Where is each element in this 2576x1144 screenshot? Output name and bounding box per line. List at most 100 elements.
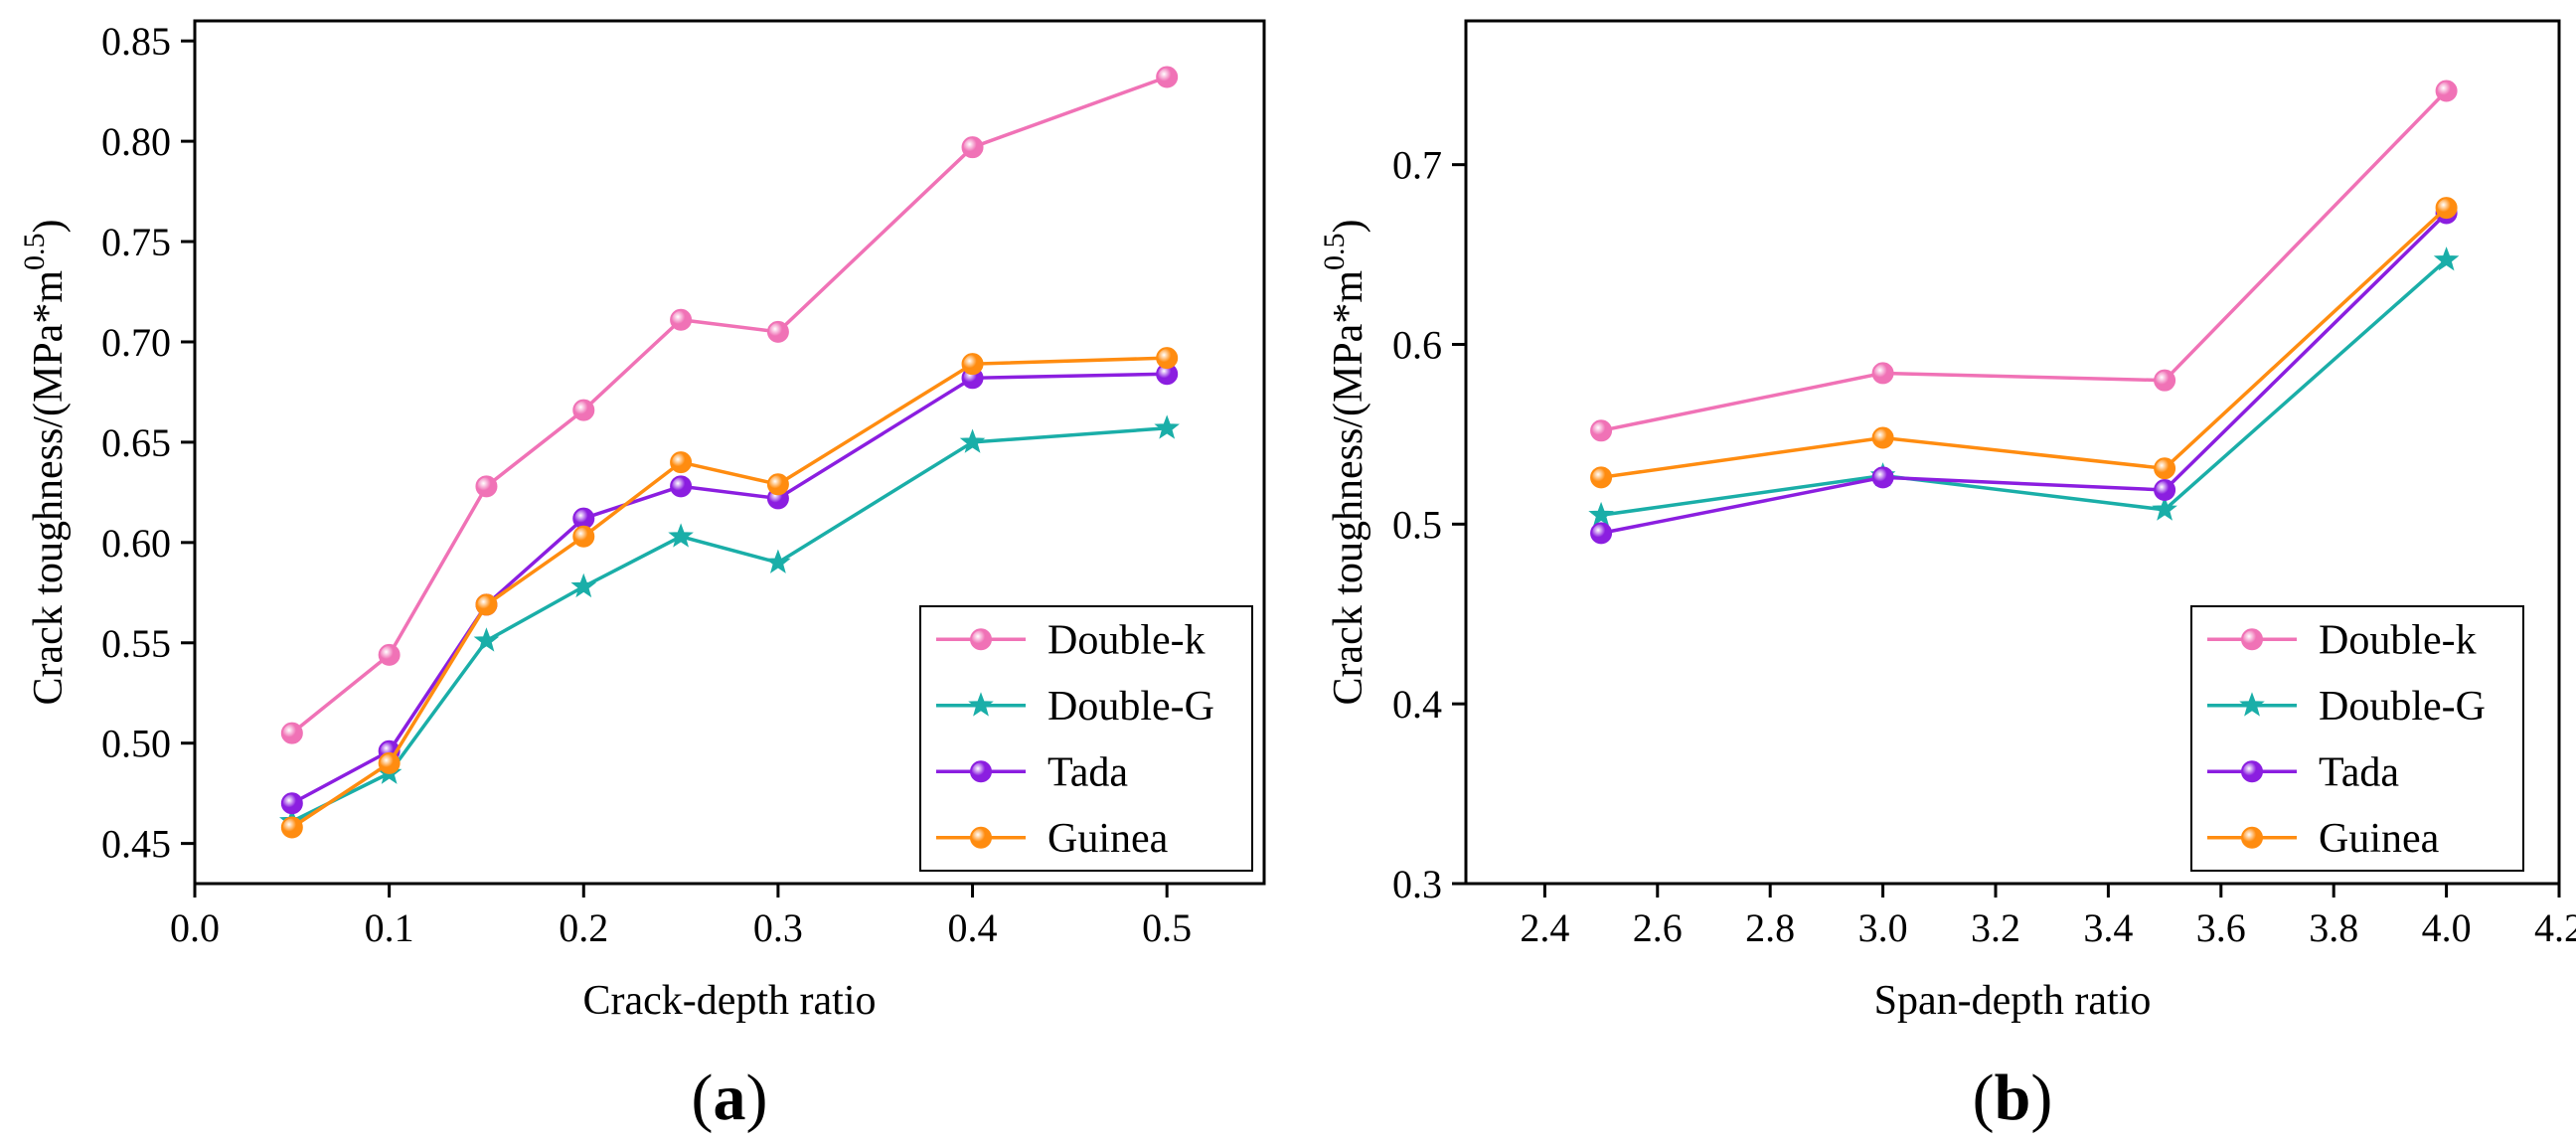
data-point-a-0-4	[670, 308, 693, 331]
data-point-a-2-4	[670, 475, 693, 498]
series-guinea-b	[1590, 197, 2458, 489]
data-point-a-0-7	[1156, 66, 1179, 88]
data-point-a-1-7	[1154, 414, 1180, 439]
data-point-b-1-3	[2433, 246, 2460, 271]
legend-box	[919, 605, 1253, 872]
series-line	[291, 426, 1168, 823]
y-tick-label-b: 0.7	[1392, 143, 1442, 188]
legend-entry: Double-k	[2207, 617, 2477, 663]
y-axis-title-close: )	[26, 220, 72, 234]
data-point-a-0-6	[961, 136, 984, 159]
x-tick-label-b: 2.8	[1745, 905, 1795, 950]
data-point-b-1-2	[2152, 496, 2177, 521]
series-line	[290, 356, 1168, 829]
legend-entry: Guinea	[936, 816, 1169, 862]
data-point-a-0-2	[475, 475, 498, 498]
y-tick-label-a: 0.65	[101, 420, 171, 465]
y-tick-label-b: 0.6	[1392, 323, 1442, 368]
data-point-b-2-0	[1590, 522, 1613, 545]
legend-entry: Tada	[2207, 749, 2399, 795]
y-tick-label-a: 0.50	[101, 722, 171, 766]
data-point-a-3-2	[475, 593, 498, 616]
data-point-a-3-4	[670, 451, 693, 474]
data-point-a-3-3	[572, 525, 595, 548]
x-tick-label-b: 4.2	[2534, 905, 2576, 950]
legend-entry: Double-G	[2207, 684, 2486, 730]
plot-frame-a	[193, 19, 1266, 886]
y-tick-label-a: 0.80	[101, 119, 171, 164]
x-axis-title-b: Span-depth ratio	[1874, 978, 2152, 1024]
panel-label-open: (	[692, 1062, 714, 1134]
x-tick-label-a: 0.5	[1142, 905, 1192, 950]
legend-marker-a-0	[970, 628, 992, 651]
panel-label-letter: b	[1995, 1062, 2031, 1134]
legend-entry: Double-G	[936, 684, 1214, 730]
legend-label: Double-G	[1047, 684, 1214, 730]
x-tick-label-a: 0.1	[365, 905, 414, 950]
x-tick-label-b: 3.6	[2196, 905, 2246, 950]
x-tick-label-b: 4.0	[2422, 905, 2472, 950]
legend-marker-a-3	[970, 826, 992, 849]
legend-marker-b-1	[2239, 692, 2265, 717]
legend-label: Tada	[2319, 749, 2399, 795]
series-line	[290, 372, 1168, 805]
data-point-a-3-5	[766, 473, 789, 496]
y-axis-title-main: Crack toughness/(MPa*m	[26, 270, 72, 706]
x-tick-label-b: 2.4	[1520, 905, 1569, 950]
legend-entry: Guinea	[2207, 816, 2440, 862]
series-tada-b	[1590, 202, 2458, 545]
y-axis-title-main: Crack toughness/(MPa*m	[1326, 270, 1371, 706]
x-axis-title-a: Crack-depth ratio	[582, 978, 876, 1024]
legend-label: Tada	[1047, 749, 1128, 795]
series-guinea-a	[280, 347, 1179, 839]
legend-label: Double-k	[1047, 617, 1206, 663]
series-line	[290, 75, 1168, 735]
plot-frame-b	[1464, 19, 2561, 886]
legend-label: Double-G	[2319, 684, 2486, 730]
panel-label-close: )	[2030, 1062, 2052, 1134]
series-line	[1600, 258, 2448, 518]
legend-b: Double-k Double-G Tada Guinea	[2190, 605, 2524, 872]
y-tick-label-a: 0.85	[101, 19, 171, 64]
x-tick-label-a: 0.0	[170, 905, 220, 950]
legend-label: Double-k	[2319, 617, 2477, 663]
data-point-b-3-2	[2154, 457, 2176, 480]
data-point-a-0-1	[378, 643, 401, 666]
panel-label-letter: a	[714, 1062, 746, 1134]
data-point-a-3-6	[961, 353, 984, 376]
data-point-b-3-1	[1871, 426, 1894, 449]
panel-label-a: (a)	[692, 1062, 768, 1134]
y-tick-label-b: 0.3	[1392, 862, 1442, 906]
x-tick-label-b: 3.0	[1858, 905, 1908, 950]
panel-label-b: (b)	[1973, 1062, 2053, 1134]
legend-marker-b-2	[2241, 760, 2263, 783]
legend-entry: Double-k	[936, 617, 1206, 663]
x-tick-label-b: 3.4	[2083, 905, 2133, 950]
data-point-a-1-6	[959, 428, 986, 453]
legend-marker-a-1	[968, 692, 994, 717]
y-axis-title-b: Crack toughness/(MPa*m0.5)	[1318, 220, 1371, 706]
panel-label-close: )	[746, 1062, 768, 1134]
series-double-k-b	[1590, 80, 2458, 442]
panel-label-open: (	[1973, 1062, 1995, 1134]
x-tick-label-b: 3.2	[1971, 905, 2020, 950]
series-line	[1600, 212, 2448, 536]
data-point-a-1-3	[570, 572, 597, 598]
y-tick-label-b: 0.4	[1392, 682, 1442, 727]
y-tick-label-a: 0.45	[101, 822, 171, 867]
data-point-b-3-0	[1590, 466, 1613, 489]
data-point-a-3-7	[1156, 347, 1179, 370]
data-point-b-0-1	[1871, 362, 1894, 385]
data-point-a-0-0	[280, 722, 303, 744]
legend-marker-a-2	[970, 760, 992, 783]
series-line	[1600, 89, 2448, 433]
data-point-a-0-5	[766, 320, 789, 343]
legend-entry: Tada	[936, 749, 1128, 795]
legend-box	[2190, 605, 2524, 872]
data-point-b-2-2	[2154, 478, 2176, 501]
y-tick-label-a: 0.60	[101, 521, 171, 566]
y-axis-title-sup: 0.5	[18, 234, 51, 271]
x-tick-label-b: 3.8	[2309, 905, 2358, 950]
legend-label: Guinea	[1047, 816, 1169, 862]
data-point-b-0-0	[1590, 419, 1613, 442]
